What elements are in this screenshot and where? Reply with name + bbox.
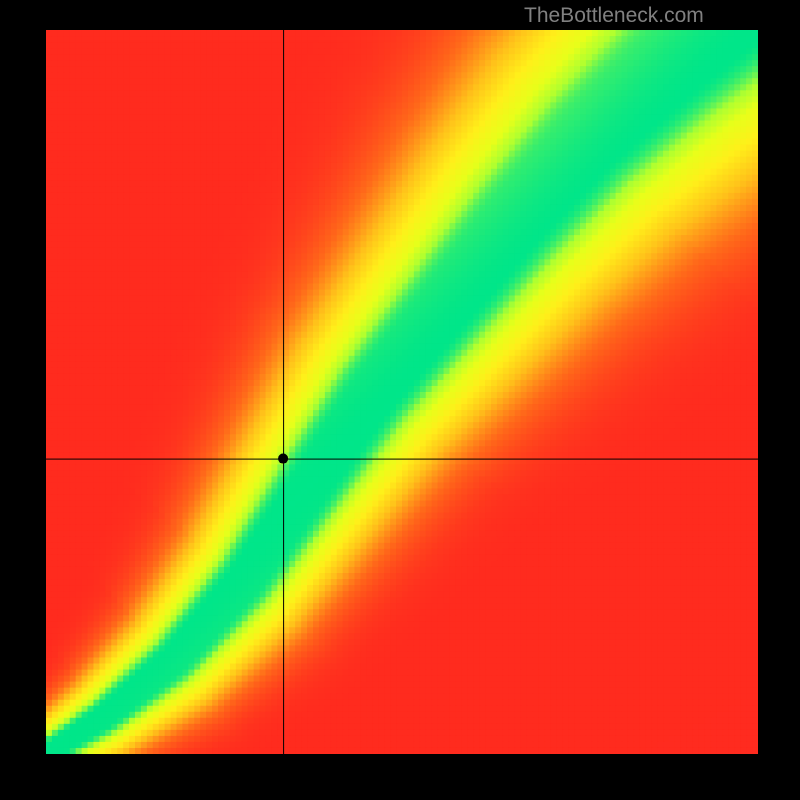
watermark-text: TheBottleneck.com <box>524 4 704 28</box>
heatmap-canvas <box>46 30 758 754</box>
bottleneck-heatmap <box>46 30 758 754</box>
